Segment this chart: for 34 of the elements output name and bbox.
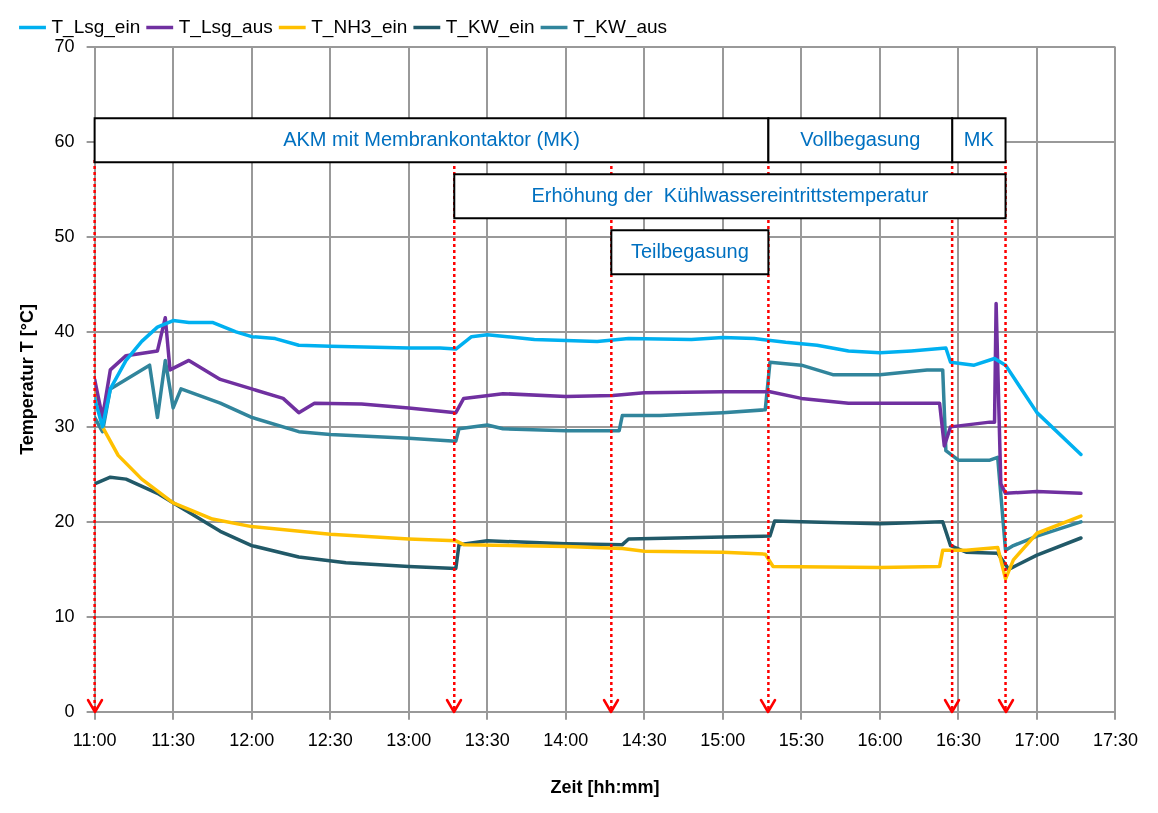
- x-tick-label: 16:30: [935, 729, 981, 750]
- x-tick-label: 17:00: [1014, 729, 1060, 750]
- legend-label: T_KW_ein: [445, 15, 535, 38]
- x-tick-label: 12:30: [307, 729, 353, 750]
- band-label: Vollbegasung: [800, 127, 921, 150]
- x-tick-label: 15:00: [700, 729, 746, 750]
- x-tick-label: 13:30: [464, 729, 510, 750]
- band-label: Teilbegasung: [630, 239, 749, 262]
- legend-label: T_Lsg_ein: [51, 15, 141, 38]
- x-tick-label: 11:30: [151, 729, 196, 750]
- y-tick-label: 30: [54, 415, 75, 436]
- x-tick-label: 17:30: [1092, 729, 1138, 750]
- y-tick-label: 0: [64, 700, 75, 721]
- x-tick-label: 13:00: [386, 729, 432, 750]
- x-tick-label: 12:00: [229, 729, 275, 750]
- band-label: MK: [963, 127, 995, 150]
- x-tick-label: 16:00: [857, 729, 903, 750]
- x-tick-label: 15:30: [778, 729, 824, 750]
- x-tick-label: 14:30: [621, 729, 667, 750]
- legend-label: T_NH3_ein: [311, 15, 408, 38]
- legend-label: T_Lsg_aus: [178, 15, 273, 38]
- y-tick-label: 20: [54, 510, 75, 531]
- y-tick-label: 10: [54, 605, 75, 626]
- x-axis-title: Zeit [hh:mm]: [550, 777, 660, 798]
- band-label: Erhöhung der Kühlwassereintrittstemperatur: [531, 183, 929, 206]
- y-tick-label: 60: [54, 130, 75, 151]
- x-tick-label: 14:00: [543, 729, 589, 750]
- y-axis-title: Temperatur T [°C]: [16, 303, 37, 455]
- legend-label: T_KW_aus: [573, 15, 668, 38]
- y-tick-label: 50: [54, 225, 75, 246]
- y-tick-label: 40: [54, 320, 75, 341]
- band-label: AKM mit Membrankontaktor (MK): [283, 127, 580, 150]
- x-tick-label: 11:00: [72, 729, 117, 750]
- y-tick-label: 70: [54, 35, 75, 56]
